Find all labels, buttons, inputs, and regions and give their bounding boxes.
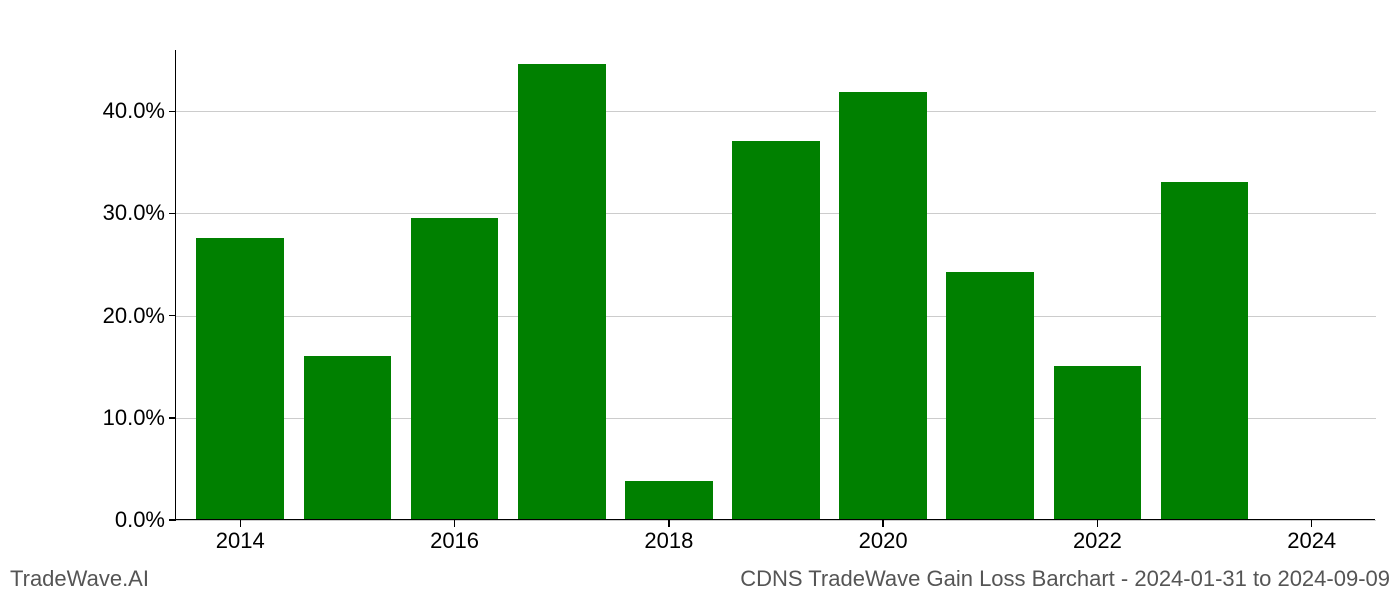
bar [732,141,820,519]
chart-container: 0.0%10.0%20.0%30.0%40.0%2014201620182020… [175,50,1375,530]
xtick-label: 2018 [644,528,693,554]
bar [946,272,1034,519]
xtick-mark [240,520,242,527]
ytick-label: 0.0% [115,507,165,533]
bar [196,238,284,519]
ytick-mark [169,315,176,317]
footer-left: TradeWave.AI [10,566,149,592]
xtick-label: 2022 [1073,528,1122,554]
gridline [176,111,1376,112]
bar [625,481,713,519]
xtick-label: 2024 [1287,528,1336,554]
ytick-label: 40.0% [103,98,165,124]
bar [518,64,606,519]
bar [1054,366,1142,519]
bar [1161,182,1249,519]
ytick-mark [169,417,176,419]
xtick-label: 2014 [216,528,265,554]
xtick-mark [1311,520,1313,527]
gridline [176,520,1376,521]
xtick-mark [668,520,670,527]
footer-right: CDNS TradeWave Gain Loss Barchart - 2024… [740,566,1390,592]
xtick-mark [454,520,456,527]
ytick-mark [169,213,176,215]
ytick-label: 10.0% [103,405,165,431]
bar [839,92,927,519]
xtick-mark [882,520,884,527]
xtick-label: 2020 [859,528,908,554]
ytick-mark [169,111,176,113]
plot-area: 0.0%10.0%20.0%30.0%40.0%2014201620182020… [175,50,1375,520]
bar [411,218,499,519]
bar [304,356,392,519]
xtick-mark [1097,520,1099,527]
ytick-label: 30.0% [103,200,165,226]
ytick-label: 20.0% [103,303,165,329]
xtick-label: 2016 [430,528,479,554]
ytick-mark [169,519,176,521]
